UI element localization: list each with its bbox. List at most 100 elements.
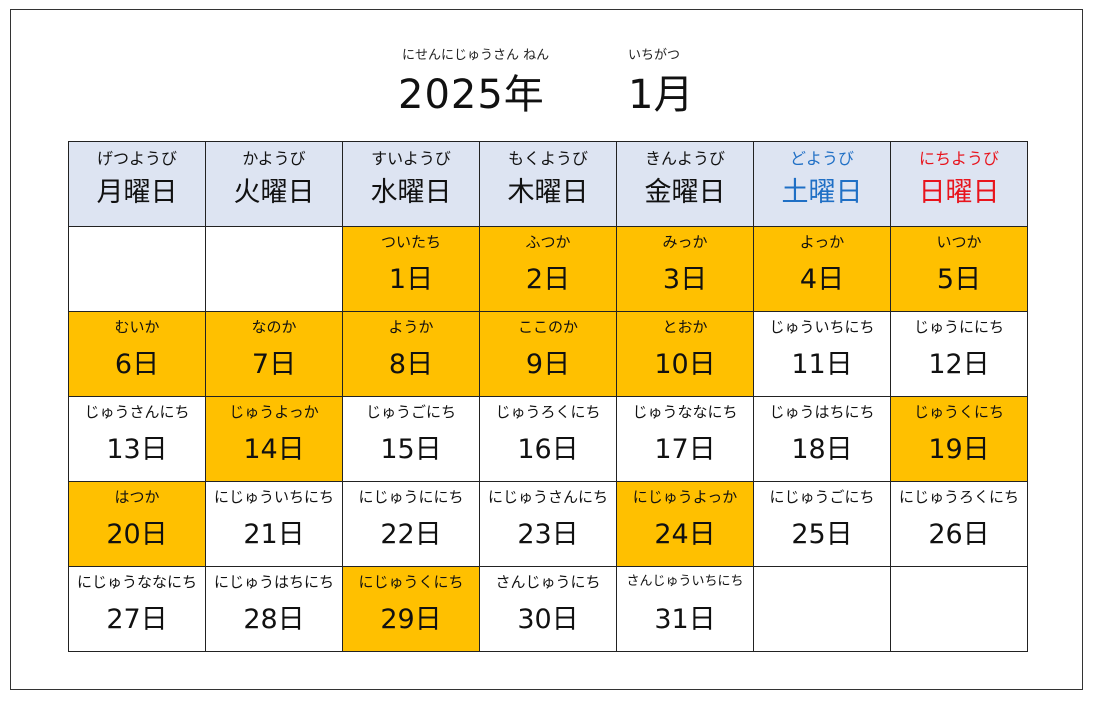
calendar-week-row: にじゅうななにち 27日 にじゅうはちにち 28日 にじゅうくにち 29日 さんじゅうにち 3…: [68, 566, 1028, 652]
day-ruby: じゅうくにち: [913, 403, 1004, 421]
day-ruby: にじゅうはちにち: [213, 573, 334, 591]
weekday-monday: げつようび 月曜日: [68, 141, 206, 227]
day-ruby: いつか: [936, 233, 982, 251]
day-ruby: にじゅうごにち: [769, 488, 875, 506]
day-number: 14日: [243, 434, 305, 465]
day-number: 7日: [251, 349, 297, 380]
day-number: 1日: [388, 264, 434, 295]
day-cell: にじゅうににち 22日: [342, 481, 480, 567]
calendar-title: にせんにじゅうさん ねん いちがつ 2025年 1月: [0, 0, 1095, 140]
day-cell: いつか 5日: [890, 226, 1028, 312]
day-number: 31日: [654, 604, 716, 635]
year-title: 2025年: [398, 72, 545, 118]
month-title: 1月: [628, 72, 694, 118]
day-number: 20日: [106, 519, 168, 550]
day-number: 9日: [525, 349, 571, 380]
day-ruby: さんじゅうにち: [495, 573, 601, 591]
day-cell: にじゅういちにち 21日: [205, 481, 343, 567]
day-ruby: じゅういちにち: [769, 318, 875, 336]
month-ruby: いちがつ: [628, 48, 681, 63]
day-ruby: にじゅうななにち: [76, 573, 197, 591]
day-number: 22日: [380, 519, 442, 550]
weekday-label: 土曜日: [781, 177, 863, 208]
day-ruby: ふつか: [525, 233, 571, 251]
day-ruby: さんじゅういちにち: [626, 574, 744, 589]
weekday-ruby: きんようび: [644, 149, 725, 168]
day-ruby: じゅうごにち: [365, 403, 456, 421]
day-cell: にじゅうはちにち 28日: [205, 566, 343, 652]
day-ruby: じゅうににち: [913, 318, 1004, 336]
day-cell: とおか 10日: [616, 311, 754, 397]
day-ruby: とおか: [662, 318, 708, 336]
day-cell: ついたち 1日: [342, 226, 480, 312]
weekday-ruby: げつようび: [96, 149, 177, 168]
empty-cell: [753, 566, 891, 652]
day-ruby: じゅうさんにち: [84, 403, 190, 421]
calendar-week-row: じゅうさんにち 13日 じゅうよっか 14日 じゅうごにち 15日 じゅうろくにち 16日 じゅ…: [68, 396, 1028, 482]
day-number: 4日: [799, 264, 845, 295]
day-number: 24日: [654, 519, 716, 550]
weekday-label: 日曜日: [918, 177, 1000, 208]
day-cell: にじゅうくにち 29日: [342, 566, 480, 652]
day-cell: にじゅうろくにち 26日: [890, 481, 1028, 567]
day-cell: じゅうさんにち 13日: [68, 396, 206, 482]
day-ruby: じゅうはちにち: [769, 403, 875, 421]
day-number: 5日: [936, 264, 982, 295]
weekday-friday: きんようび 金曜日: [616, 141, 754, 227]
calendar-week-row: むいか 6日 なのか 7日 ようか 8日 ここのか 9日 とおか 10日 じゅういちにち 11日 じゅう…: [68, 311, 1028, 397]
weekday-tuesday: かようび 火曜日: [205, 141, 343, 227]
day-ruby: にじゅうににち: [358, 488, 464, 506]
day-number: 16日: [517, 434, 579, 465]
weekday-label: 木曜日: [507, 177, 589, 208]
day-ruby: なのか: [251, 318, 297, 336]
day-cell: みっか 3日: [616, 226, 754, 312]
day-cell: じゅうににち 12日: [890, 311, 1028, 397]
day-number: 2日: [525, 264, 571, 295]
day-number: 3日: [662, 264, 708, 295]
day-number: 17日: [654, 434, 716, 465]
day-number: 12日: [928, 349, 990, 380]
day-number: 18日: [791, 434, 853, 465]
day-number: 6日: [114, 349, 160, 380]
day-cell: じゅうごにち 15日: [342, 396, 480, 482]
weekday-saturday: どようび 土曜日: [753, 141, 891, 227]
day-cell: むいか 6日: [68, 311, 206, 397]
calendar-table: げつようび 月曜日 かようび 火曜日 すいようび水曜日 もくようび木曜日 きんようび…: [68, 141, 1028, 652]
day-cell: にじゅうよっか 24日: [616, 481, 754, 567]
day-ruby: むいか: [114, 318, 160, 336]
weekday-label: 金曜日: [644, 177, 726, 208]
day-cell: じゅうろくにち 16日: [479, 396, 617, 482]
day-ruby: ここのか: [517, 318, 578, 336]
day-ruby: じゅうろくにち: [495, 403, 601, 421]
day-ruby: はつか: [114, 488, 160, 506]
weekday-header-row: げつようび 月曜日 かようび 火曜日 すいようび水曜日 もくようび木曜日 きんようび…: [68, 141, 1028, 227]
empty-cell: [68, 226, 206, 312]
day-cell: にじゅうななにち 27日: [68, 566, 206, 652]
day-cell: さんじゅうにち 30日: [479, 566, 617, 652]
day-ruby: にじゅうよっか: [632, 488, 738, 506]
day-cell: さんじゅういちにち 31日: [616, 566, 754, 652]
weekday-label: 水曜日: [370, 177, 452, 208]
day-cell: じゅうくにち 19日: [890, 396, 1028, 482]
day-number: 28日: [243, 604, 305, 635]
day-number: 27日: [106, 604, 168, 635]
day-ruby: じゅうななにち: [632, 403, 738, 421]
day-cell: ふつか 2日: [479, 226, 617, 312]
day-number: 15日: [380, 434, 442, 465]
day-cell: にじゅうごにち 25日: [753, 481, 891, 567]
weekday-ruby: もくようび: [507, 149, 588, 168]
day-cell: はつか 20日: [68, 481, 206, 567]
day-number: 8日: [388, 349, 434, 380]
calendar-body: ついたち 1日 ふつか 2日 みっか 3日 よっか 4日 いつか 5日 むいか 6日 なのか 7日 ようか 8…: [68, 226, 1028, 652]
empty-cell: [205, 226, 343, 312]
day-ruby: よっか: [799, 233, 845, 251]
weekday-ruby: どようび: [789, 149, 854, 168]
day-cell: ここのか 9日: [479, 311, 617, 397]
day-ruby: じゅうよっか: [229, 403, 319, 421]
day-number: 23日: [517, 519, 579, 550]
weekday-ruby: すいようび: [371, 149, 451, 168]
day-cell: じゅういちにち 11日: [753, 311, 891, 397]
day-cell: じゅうななにち 17日: [616, 396, 754, 482]
day-number: 26日: [928, 519, 990, 550]
day-ruby: にじゅうろくにち: [898, 488, 1019, 506]
